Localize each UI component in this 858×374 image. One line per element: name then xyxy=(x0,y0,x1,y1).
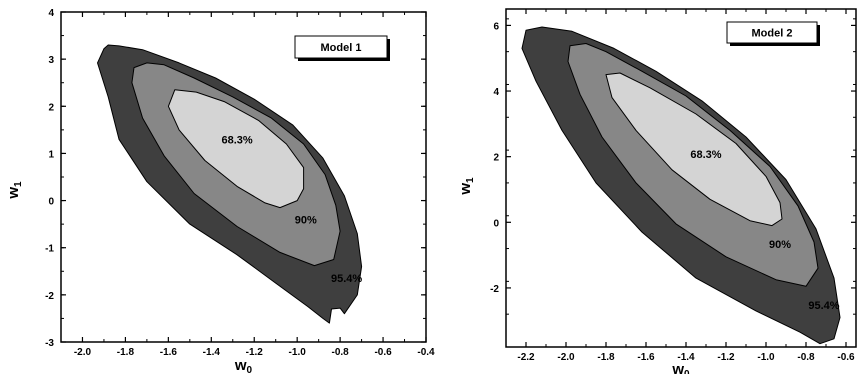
x-axis-label: w0 xyxy=(234,357,253,374)
panel-model-2: 68.3% 90% 95.4% -2.2 -2.0 -1.8 -1.6 -1.4 -1.2 -1.… xyxy=(457,8,857,374)
x-tick-label: -1.6 xyxy=(637,352,655,363)
y-tick-label: -2 xyxy=(45,291,54,302)
y-tick-label: 4 xyxy=(493,87,499,98)
y-tick-label: 3 xyxy=(48,55,54,66)
y-tick-label: 4 xyxy=(48,8,54,19)
model-label: Model 2 xyxy=(752,28,793,40)
y-tick-label: 0 xyxy=(48,197,54,208)
y-axis-label: w1 xyxy=(5,181,24,200)
x-tick-label: -1.0 xyxy=(289,347,307,358)
level-label: 90% xyxy=(295,214,317,226)
model-label: Model 1 xyxy=(321,42,362,54)
y-axis-label: w1 xyxy=(457,177,476,196)
x-tick-label: -1.2 xyxy=(717,352,735,363)
y-tick-label: 2 xyxy=(48,102,54,113)
x-tick-label: -1.0 xyxy=(757,352,775,363)
x-tick-label: -1.4 xyxy=(203,347,221,358)
model-badge xyxy=(294,35,388,59)
x-tick-label: -1.6 xyxy=(160,347,178,358)
y-tick-label: 2 xyxy=(493,153,499,164)
contour-regions xyxy=(521,26,841,345)
x-tick-label: -1.2 xyxy=(246,347,264,358)
confidence-region-68-3 xyxy=(167,89,305,209)
model-badge xyxy=(726,21,818,44)
x-tick-label: -0.6 xyxy=(837,352,855,363)
level-label: 90% xyxy=(769,239,791,251)
y-tick-label: 6 xyxy=(493,21,499,32)
x-tick-label: -0.8 xyxy=(332,347,350,358)
x-axis-label: w0 xyxy=(671,361,690,374)
panel-model-1: 68.3% 90% 95.4% -2.0 -1.8 -1.6 -1.4 -1.2 -1.0 -0.… xyxy=(5,8,435,374)
contour-regions xyxy=(97,44,363,324)
plot-frame xyxy=(505,8,857,348)
x-tick-label: -2.0 xyxy=(557,352,575,363)
level-label: 95.4% xyxy=(808,300,839,312)
y-tick-label: 1 xyxy=(48,149,54,160)
y-tick-label: 0 xyxy=(493,218,499,229)
x-tick-label: -2.2 xyxy=(517,352,535,363)
y-tick-label: -1 xyxy=(45,244,54,255)
x-tick-label: -0.4 xyxy=(417,347,435,358)
x-tick-label: -0.8 xyxy=(797,352,815,363)
x-tick-label: -0.6 xyxy=(374,347,392,358)
x-tick-label: -1.4 xyxy=(677,352,695,363)
x-tick-label: -2.0 xyxy=(74,347,92,358)
x-tick-label: -1.8 xyxy=(597,352,615,363)
y-tick-label: -2 xyxy=(490,284,499,295)
y-tick-label: -3 xyxy=(45,338,54,349)
level-label: 95.4% xyxy=(331,273,362,285)
x-tick-label: -1.8 xyxy=(117,347,135,358)
confidence-region-68-3 xyxy=(605,72,783,227)
level-label: 68.3% xyxy=(690,149,721,161)
level-label: 68.3% xyxy=(221,135,252,147)
